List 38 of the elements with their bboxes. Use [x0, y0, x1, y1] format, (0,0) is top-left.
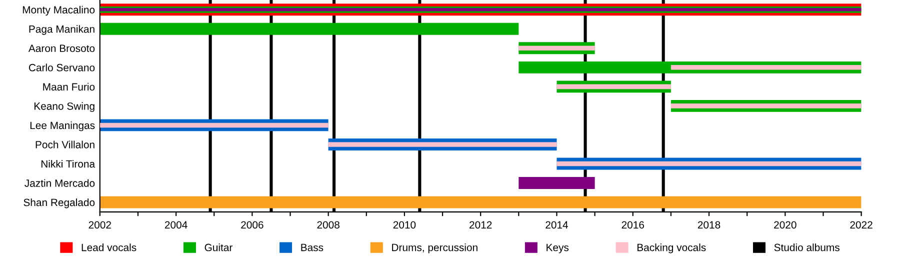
y-tick-label: Maan Furio: [43, 82, 95, 91]
x-tick-label: 2014: [546, 221, 568, 229]
y-tick-label: Poch Villalon: [36, 140, 94, 148]
x-tick-label: 2020: [774, 221, 796, 229]
x-tick-label: 2016: [622, 221, 644, 229]
bar: [670, 104, 862, 108]
y-tick-label: Aaron Brosoto: [28, 44, 95, 52]
y-tick-label: Keano Swing: [34, 102, 94, 112]
x-tick-label: 2008: [317, 221, 340, 229]
bar: [100, 22, 519, 35]
bar: [100, 196, 862, 208]
x-tick-label: 2004: [164, 221, 188, 229]
y-tick-label: Carlo Servano: [28, 64, 95, 72]
x-tick-label: 2018: [698, 221, 720, 229]
legend-label: Keys: [546, 244, 569, 254]
bar: [556, 84, 671, 90]
bar: [328, 142, 557, 147]
bar: [518, 46, 595, 51]
y-tick-label: Shan Regalado: [24, 198, 95, 208]
x-tick-label: 2010: [393, 221, 416, 229]
legend-label: Drums, percussion: [392, 244, 478, 254]
x-tick-label: 2002: [88, 221, 111, 229]
y-tick-label: Paga Manikan: [29, 25, 94, 35]
x-tick-label: 2022: [850, 221, 872, 229]
bar: [670, 65, 862, 70]
y-tick-label: Jaztin Mercado: [24, 179, 95, 187]
bar: [100, 122, 328, 128]
legend-label: Backing vocals: [637, 244, 706, 254]
legend-label: Guitar: [204, 244, 232, 252]
y-tick-label: Monty Macalino: [22, 6, 95, 16]
y-tick-label: Lee Maningas: [30, 121, 95, 132]
legend-label: Studio albums: [774, 244, 840, 252]
bar: [556, 161, 862, 166]
legend-label: Bass: [301, 244, 324, 252]
x-tick-label: 2012: [470, 221, 492, 229]
x-tick-label: 2006: [241, 221, 264, 229]
legend-label: Lead vocals: [82, 244, 136, 252]
y-tick-label: Nikki Tirona: [41, 160, 96, 168]
